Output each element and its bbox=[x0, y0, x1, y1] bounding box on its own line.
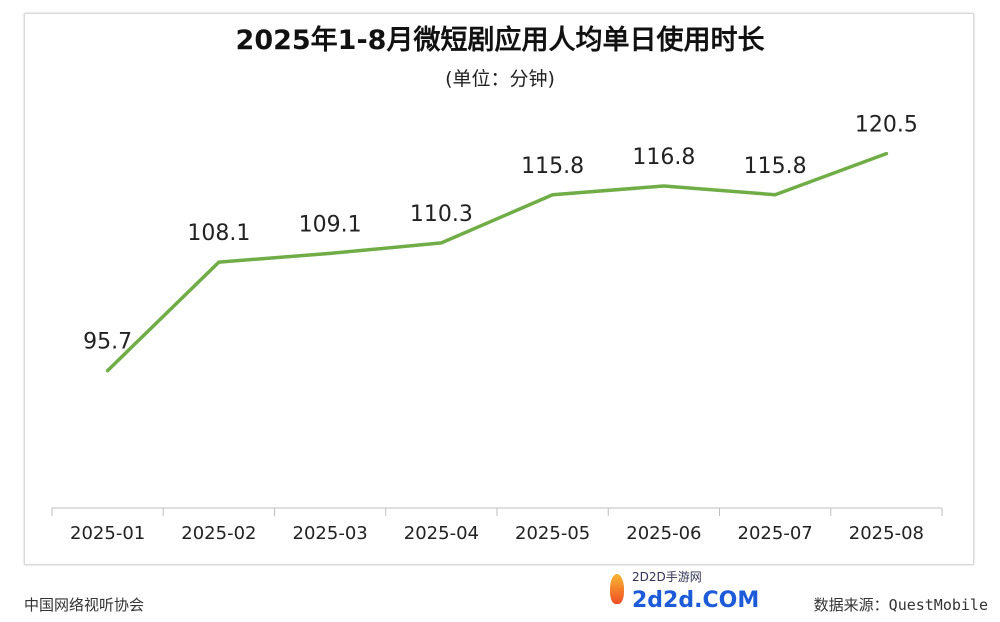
data-point bbox=[884, 152, 888, 156]
data-label: 108.1 bbox=[187, 221, 250, 246]
footer-organization: 中国网络视听协会 bbox=[24, 596, 145, 614]
series-line bbox=[105, 151, 889, 373]
data-label: 95.7 bbox=[83, 330, 132, 355]
data-label: 109.1 bbox=[299, 212, 362, 237]
data-point bbox=[662, 184, 666, 188]
x-tick-label: 2025-08 bbox=[849, 523, 924, 544]
x-tick-label: 2025-06 bbox=[626, 523, 701, 544]
x-tick-label: 2025-05 bbox=[515, 523, 590, 544]
data-label: 116.8 bbox=[632, 145, 695, 170]
chart-frame bbox=[24, 13, 974, 565]
x-tick-label: 2025-01 bbox=[70, 523, 145, 544]
x-tick-label: 2025-02 bbox=[181, 523, 256, 544]
data-label: 110.3 bbox=[410, 202, 473, 227]
data-point bbox=[106, 369, 110, 373]
footer-source: 数据来源：QuestMobile bbox=[813, 596, 988, 614]
data-label: 115.8 bbox=[521, 154, 584, 179]
data-point bbox=[773, 193, 777, 197]
x-tick-label: 2025-03 bbox=[293, 523, 368, 544]
data-point bbox=[551, 193, 555, 197]
chart-subtitle: (单位：分钟) bbox=[445, 68, 555, 90]
watermark-line1: 2D2D手游网 bbox=[632, 570, 702, 584]
data-point bbox=[439, 241, 443, 245]
watermark-line2: 2d2d.COM bbox=[632, 588, 760, 613]
data-label: 120.5 bbox=[855, 113, 918, 138]
chart-title: 2025年1-8月微短剧应用人均单日使用时长 bbox=[235, 25, 765, 56]
x-tick-label: 2025-07 bbox=[738, 523, 813, 544]
data-point bbox=[328, 251, 332, 255]
x-tick-label: 2025-04 bbox=[404, 523, 479, 544]
data-label: 115.8 bbox=[744, 154, 807, 179]
data-point bbox=[217, 260, 221, 264]
flame-icon bbox=[610, 574, 624, 604]
watermark-logo: 2D2D手游网 2d2d.COM bbox=[610, 568, 780, 620]
